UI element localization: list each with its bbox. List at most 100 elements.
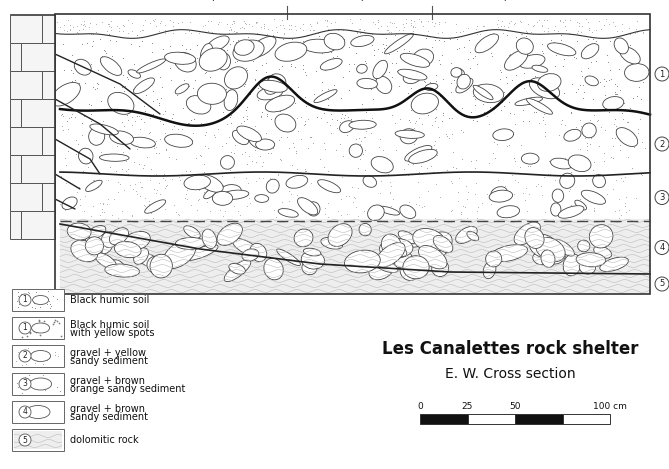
Point — [160, 107, 171, 115]
Point — [218, 109, 229, 116]
Point — [256, 139, 266, 146]
Point — [349, 242, 359, 250]
Point — [533, 75, 544, 83]
Point — [167, 29, 178, 37]
Point — [12, 297, 23, 305]
Point — [446, 89, 457, 96]
Point — [203, 180, 213, 188]
Point — [539, 64, 550, 71]
Point — [526, 268, 537, 276]
Ellipse shape — [376, 242, 405, 267]
Point — [466, 169, 476, 176]
Point — [284, 259, 295, 267]
Point — [472, 61, 482, 68]
Ellipse shape — [89, 128, 105, 145]
Point — [245, 199, 256, 207]
Point — [300, 165, 310, 173]
Point — [425, 78, 436, 85]
Point — [91, 232, 102, 239]
Point — [588, 204, 599, 212]
Bar — [10, 211, 21, 239]
Point — [565, 16, 575, 24]
Ellipse shape — [255, 195, 269, 203]
Point — [312, 18, 322, 25]
Ellipse shape — [541, 250, 555, 267]
Point — [496, 246, 507, 254]
Point — [80, 192, 90, 199]
Point — [386, 30, 397, 38]
Point — [623, 118, 634, 126]
Point — [44, 301, 55, 308]
Point — [31, 382, 42, 390]
Point — [268, 31, 278, 38]
Ellipse shape — [147, 256, 167, 274]
Point — [556, 181, 567, 189]
Point — [393, 171, 403, 178]
Point — [593, 116, 603, 124]
Point — [155, 20, 165, 27]
Point — [506, 171, 517, 179]
Point — [167, 175, 177, 183]
Ellipse shape — [420, 232, 452, 261]
Point — [167, 275, 178, 282]
Point — [391, 30, 402, 37]
Point — [389, 264, 399, 271]
Point — [123, 165, 134, 173]
Point — [371, 172, 382, 179]
Point — [175, 240, 186, 247]
Point — [526, 28, 537, 36]
Point — [322, 119, 332, 126]
Point — [144, 270, 155, 278]
Point — [322, 213, 333, 220]
Point — [59, 66, 70, 74]
Point — [401, 19, 411, 27]
Point — [369, 46, 379, 53]
Point — [277, 62, 288, 70]
Point — [504, 98, 514, 106]
Point — [241, 42, 252, 49]
Point — [298, 61, 308, 68]
Point — [177, 248, 188, 255]
Point — [99, 46, 110, 54]
Point — [335, 211, 346, 219]
Point — [131, 187, 142, 194]
Point — [331, 124, 342, 132]
Point — [479, 108, 490, 116]
Point — [17, 389, 27, 396]
Point — [225, 26, 236, 34]
Point — [233, 184, 244, 192]
Point — [324, 121, 335, 129]
Point — [422, 17, 433, 24]
Point — [579, 255, 589, 262]
Ellipse shape — [533, 253, 547, 265]
Ellipse shape — [560, 173, 575, 189]
Point — [566, 168, 577, 175]
Point — [268, 144, 278, 151]
Point — [318, 219, 328, 227]
Point — [508, 110, 519, 118]
Ellipse shape — [78, 148, 93, 164]
Point — [293, 222, 304, 230]
Circle shape — [19, 294, 31, 306]
Point — [414, 242, 425, 249]
Point — [460, 204, 470, 211]
Point — [74, 153, 85, 161]
Ellipse shape — [175, 237, 205, 250]
Ellipse shape — [201, 44, 213, 63]
Point — [98, 275, 109, 283]
Point — [65, 25, 76, 33]
Point — [584, 272, 595, 279]
Point — [496, 98, 507, 106]
Point — [389, 241, 399, 249]
Point — [306, 179, 316, 186]
Point — [290, 150, 301, 157]
Point — [478, 239, 489, 246]
Ellipse shape — [345, 250, 380, 273]
Point — [274, 266, 284, 274]
Point — [438, 109, 448, 117]
Point — [387, 60, 398, 67]
Point — [347, 263, 358, 271]
Ellipse shape — [232, 130, 249, 144]
Point — [416, 204, 427, 211]
Point — [29, 347, 39, 355]
